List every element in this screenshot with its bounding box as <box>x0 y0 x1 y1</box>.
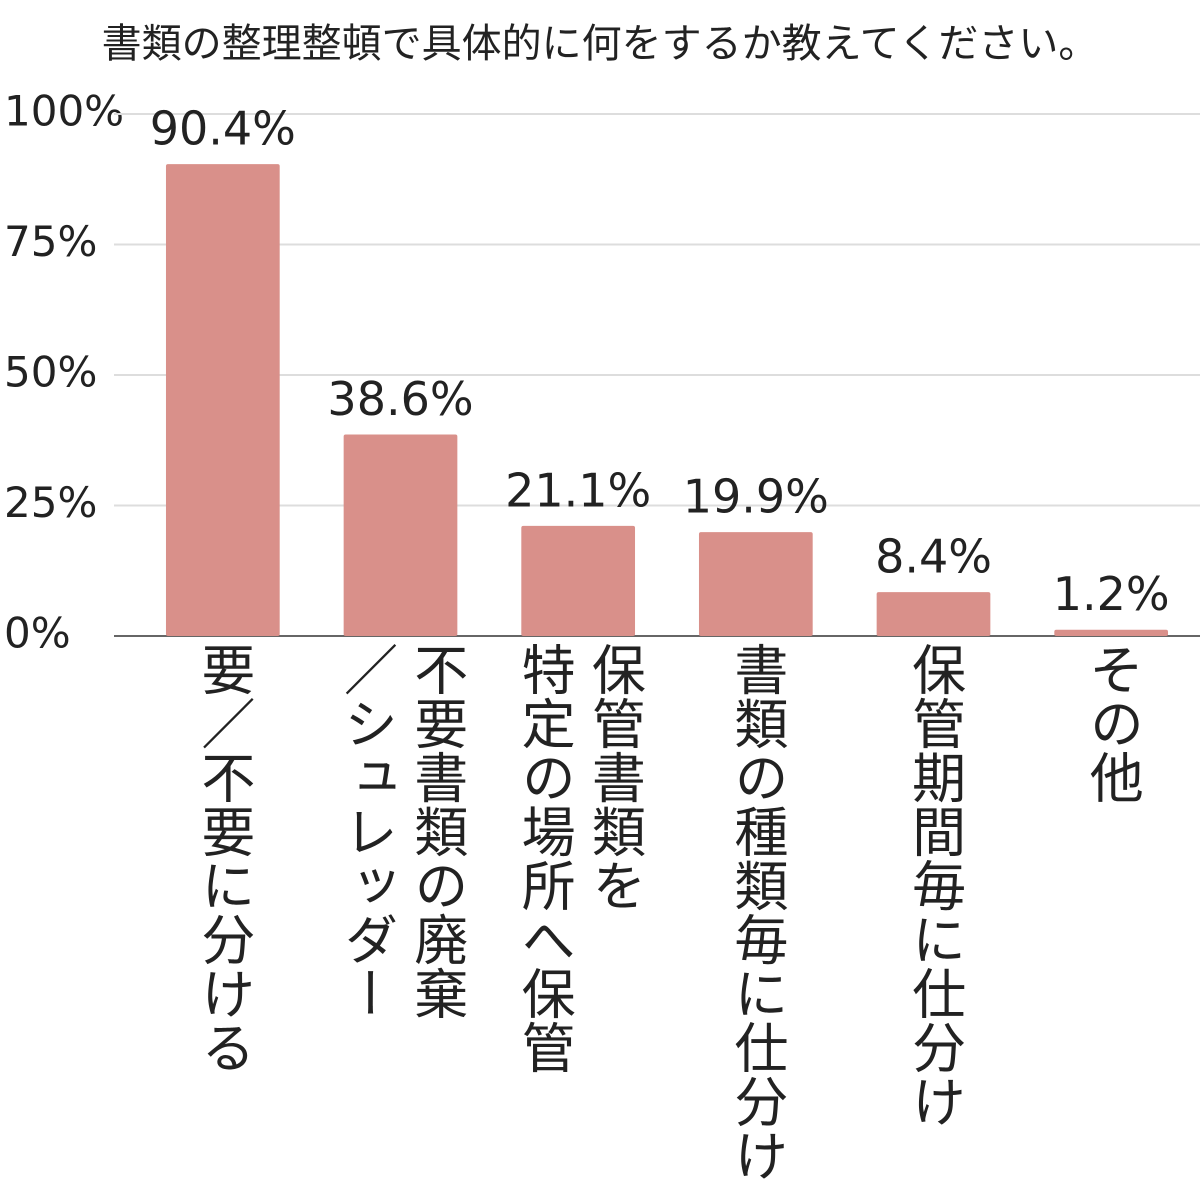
value-label: 8.4% <box>875 530 992 584</box>
bar <box>1054 629 1169 636</box>
y-tick-label: 50% <box>4 348 97 397</box>
y-tick-label: 25% <box>4 478 97 527</box>
x-tick-label: 不要書類の廃棄 ／シュレッダー <box>334 642 468 1020</box>
bar <box>521 525 636 636</box>
value-label: 38.6% <box>327 372 473 426</box>
bar <box>165 164 280 636</box>
y-tick-label: 0% <box>4 609 71 658</box>
x-tick-label: 要／不要に分ける <box>191 642 255 1074</box>
value-label: 19.9% <box>683 470 829 524</box>
x-tick-label: 書類の種類毎に仕分け <box>724 642 788 1182</box>
value-label: 1.2% <box>1053 567 1170 621</box>
x-tick-label: その他 <box>1080 642 1144 804</box>
value-label: 90.4% <box>150 102 296 156</box>
x-tick-label: 保管期間毎に仕分け <box>902 642 966 1128</box>
value-label: 21.1% <box>505 463 651 517</box>
chart-title: 書類の整理整頓で具体的に何をするか教えてください。 <box>102 21 1099 67</box>
bar <box>876 592 991 636</box>
bar <box>343 434 458 636</box>
x-tick-label: 保管書類を 特定の場所へ保管 <box>512 642 646 1074</box>
y-tick-label: 100% <box>4 87 124 136</box>
y-tick-label: 75% <box>4 217 97 266</box>
bar <box>698 532 813 636</box>
